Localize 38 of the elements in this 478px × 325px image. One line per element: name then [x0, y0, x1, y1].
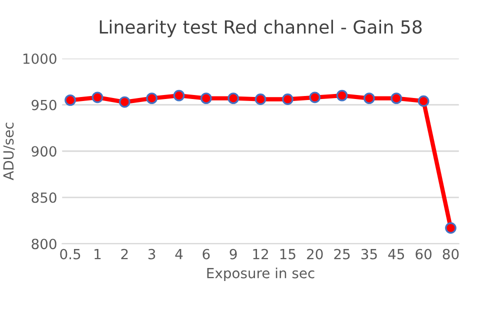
- point: [418, 95, 430, 107]
- x-tick-label: 4: [175, 249, 183, 260]
- x-tick-label: 25: [334, 248, 350, 260]
- chart-title: Linearity test Red channel - Gain 58: [100, 20, 422, 38]
- y-axis-title: ADU/sec: [3, 122, 15, 180]
- x-axis-title: Exposure in sec: [207, 268, 314, 282]
- x-tick-label: 0.5: [60, 248, 80, 260]
- point: [309, 92, 321, 104]
- point: [254, 94, 266, 105]
- y-tick-label: 950: [32, 100, 56, 110]
- x-tick-label: 3: [148, 248, 156, 260]
- point: [64, 94, 76, 106]
- point: [173, 90, 185, 102]
- x-tick-label: 20: [307, 248, 323, 260]
- x-tick-label: 15: [280, 249, 296, 260]
- x-tick-label: 2: [121, 248, 128, 260]
- point: [390, 92, 402, 104]
- point: [336, 90, 348, 102]
- x-tick-label: 60: [416, 248, 432, 260]
- y-tick-label: 1000: [23, 53, 56, 64]
- point: [445, 222, 456, 234]
- x-tick-label: 80: [442, 248, 459, 260]
- y-tick-label: 900: [32, 146, 56, 157]
- x-tick-label: 1: [94, 249, 101, 260]
- x-tick-label: 35: [361, 248, 377, 260]
- y-tick-label: 800: [32, 238, 56, 250]
- point: [92, 92, 104, 104]
- point: [364, 92, 375, 104]
- point: [146, 92, 158, 104]
- x-tick-label: 6: [202, 248, 210, 260]
- point: [228, 92, 240, 104]
- point: [118, 96, 130, 108]
- x-tick-label: 9: [230, 248, 237, 260]
- point: [282, 94, 294, 105]
- point: [200, 92, 212, 104]
- x-tick-label: 45: [388, 249, 404, 260]
- y-tick-label: 850: [32, 192, 56, 203]
- x-tick-label: 12: [253, 248, 268, 260]
